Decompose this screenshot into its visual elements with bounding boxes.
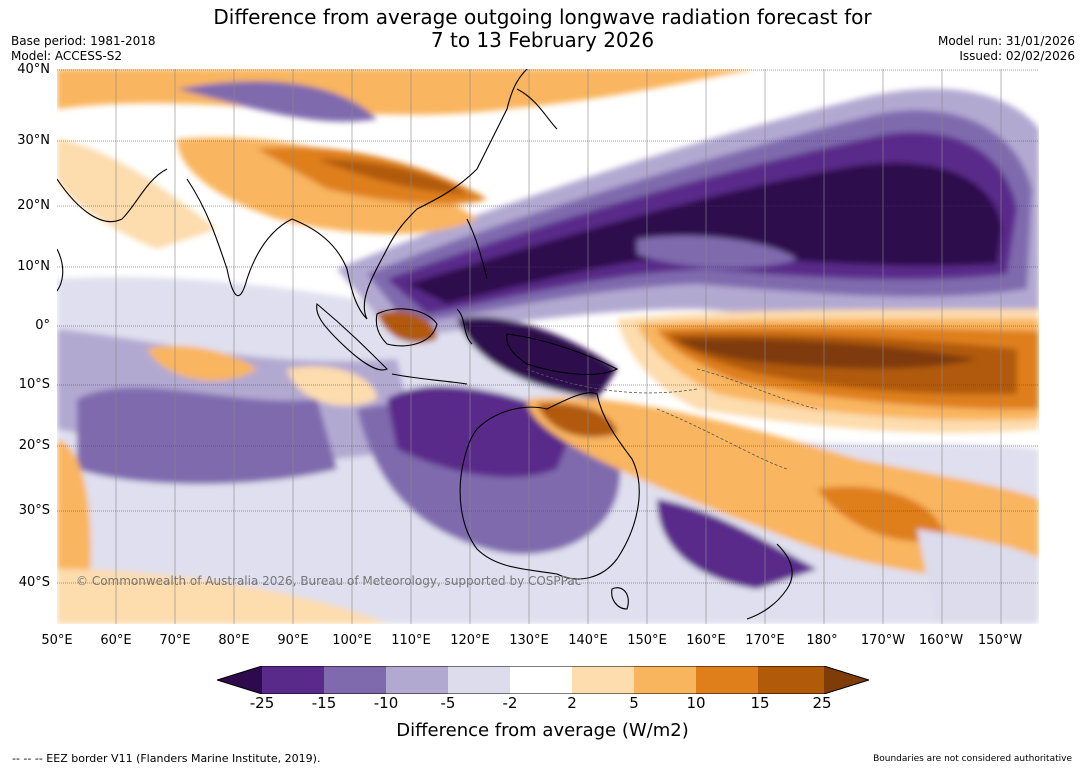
model-name: Model: ACCESS-S2 — [11, 49, 123, 63]
lon-label: 110°E — [391, 633, 431, 648]
olr-anomaly-map — [57, 69, 1039, 624]
copyright-notice: © Commonwealth of Australia 2026, Bureau… — [76, 574, 582, 588]
lon-label: 160°E — [686, 633, 726, 648]
colorbar-swatch — [510, 666, 572, 694]
model-run: Model run: 31/01/2026 — [937, 34, 1075, 48]
map-title-line2: 7 to 13 February 2026 — [430, 28, 655, 52]
colorbar-swatch — [696, 666, 758, 694]
lon-label: 90°E — [277, 633, 309, 648]
coastlines — [57, 69, 793, 620]
colorbar-tick: 2 — [567, 694, 577, 712]
lon-label: 180° — [806, 633, 838, 648]
colorbar-arrow-max — [824, 666, 869, 694]
lon-label: 50°E — [41, 633, 73, 648]
colorbar-arrow-min — [217, 666, 262, 694]
lat-label: 30°N — [17, 133, 50, 148]
colorbar-swatch — [448, 666, 510, 694]
lon-label: 150°E — [627, 633, 667, 648]
colorbar-swatch — [386, 666, 448, 694]
colorbar-tick: 5 — [629, 694, 639, 712]
lat-gridlines — [57, 69, 1039, 584]
colorbar — [217, 666, 869, 694]
lon-gridlines — [115, 69, 1002, 624]
eez-borders — [526, 368, 818, 470]
colorbar-swatch — [634, 666, 696, 694]
lon-label: 120°E — [450, 633, 490, 648]
lat-label: 30°S — [18, 503, 50, 518]
boundaries-disclaimer: Boundaries are not considered authoritat… — [873, 754, 1072, 764]
lat-label: 20°N — [17, 198, 50, 213]
lon-label: 160°W — [918, 633, 964, 648]
colorbar-tick: -10 — [373, 694, 399, 712]
colorbar-swatch — [758, 666, 824, 694]
colorbar-tick: -2 — [502, 694, 518, 712]
lon-label: 130°E — [509, 633, 549, 648]
lon-label: 70°E — [159, 633, 191, 648]
lat-label: 10°N — [17, 259, 50, 274]
colorbar-tick: -25 — [249, 694, 275, 712]
lon-label: 140°E — [568, 633, 608, 648]
lon-label: 170°W — [860, 633, 906, 648]
lon-label: 60°E — [100, 633, 132, 648]
map-title-line1: Difference from average outgoing longwav… — [213, 5, 872, 29]
eez-legend-note: -- -- -- EEZ border V11 (Flanders Marine… — [12, 752, 321, 765]
base-period: Base period: 1981-2018 — [11, 34, 156, 48]
colorbar-title: Difference from average (W/m2) — [396, 720, 689, 741]
colorbar-tick: -5 — [440, 694, 456, 712]
lat-label: 40°S — [18, 575, 50, 590]
map-canvas — [57, 69, 1039, 624]
colorbar-swatch — [572, 666, 634, 694]
issued-date: Issued: 02/02/2026 — [959, 49, 1075, 63]
lat-label: 0° — [35, 318, 50, 333]
colorbar-swatch — [262, 666, 324, 694]
colorbar-tick: 25 — [812, 694, 832, 712]
lon-label: 100°E — [332, 633, 372, 648]
lon-label: 170°E — [745, 633, 785, 648]
lat-label: 10°S — [18, 377, 50, 392]
colorbar-swatch — [324, 666, 386, 694]
lon-label: 150°W — [977, 633, 1023, 648]
lat-label: 40°N — [17, 62, 50, 77]
colorbar-tick: -15 — [311, 694, 337, 712]
anomaly-fields — [57, 69, 1039, 624]
lat-label: 20°S — [18, 438, 50, 453]
colorbar-tick: 15 — [750, 694, 770, 712]
colorbar-tick: 10 — [686, 694, 706, 712]
lon-label: 80°E — [218, 633, 250, 648]
